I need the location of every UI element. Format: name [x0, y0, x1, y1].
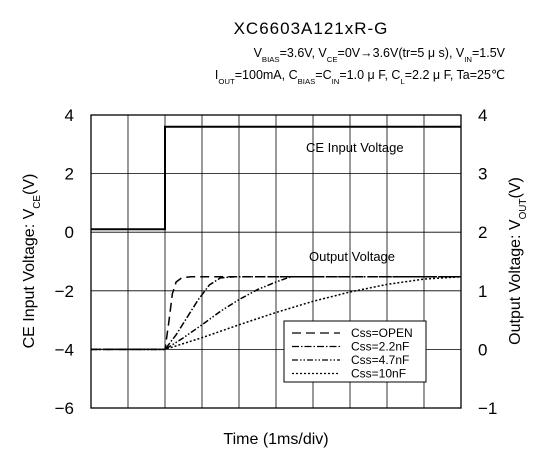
right-tick-label: 2 — [478, 223, 487, 242]
condition-line-1: VBIAS=3.6V, VCE=0V→3.6V(tr=5 μ s), VIN=1… — [254, 46, 506, 64]
right-tick-label: 0 — [478, 340, 487, 359]
ce-input-line — [91, 125, 461, 231]
series-line-4 — [91, 275, 462, 351]
legend-box — [283, 320, 427, 383]
legend-label: Css=OPEN — [351, 326, 413, 340]
series-line-2 — [91, 275, 461, 351]
right-tick-label: 1 — [478, 282, 487, 301]
output-annotation: Output Voltage — [309, 249, 395, 264]
ce-annotation: CE Input Voltage — [306, 140, 404, 155]
right-axis-ticks: 4 3 2 1 0 −1 — [478, 106, 497, 418]
right-tick-label: 4 — [478, 106, 487, 125]
right-tick-label: −1 — [478, 399, 497, 418]
plot-area-frame — [90, 114, 462, 409]
left-tick-label: −4 — [55, 340, 74, 359]
x-axis-label: Time (1ms/div) — [223, 431, 328, 448]
left-tick-label: 0 — [65, 223, 74, 242]
right-y-axis-label: Output Voltage: VOUT(V) — [507, 177, 529, 345]
right-tick-label: 3 — [478, 165, 487, 184]
series-layer — [91, 125, 462, 351]
legend-label: Css=2.2nF — [351, 340, 409, 354]
left-axis-ticks: 4 2 0 −2 −4 −6 — [55, 106, 74, 418]
chart-title: XC6603A121xR-G — [234, 19, 389, 38]
left-tick-label: 4 — [65, 106, 74, 125]
series-line-3 — [91, 275, 461, 351]
left-tick-label: −6 — [55, 399, 74, 418]
condition-line-2: IOUT=100mA, CBIAS=CIN=1.0 μ F, CL=2.2 μ … — [215, 68, 505, 86]
legend-label: Css=10nF — [351, 367, 406, 381]
left-y-axis-label: CE Input Voltage: VCE(V) — [21, 174, 43, 349]
left-tick-label: 2 — [65, 165, 74, 184]
legend-label: Css=4.7nF — [351, 353, 409, 367]
series-line-1 — [91, 275, 461, 351]
left-tick-label: −2 — [55, 282, 74, 301]
